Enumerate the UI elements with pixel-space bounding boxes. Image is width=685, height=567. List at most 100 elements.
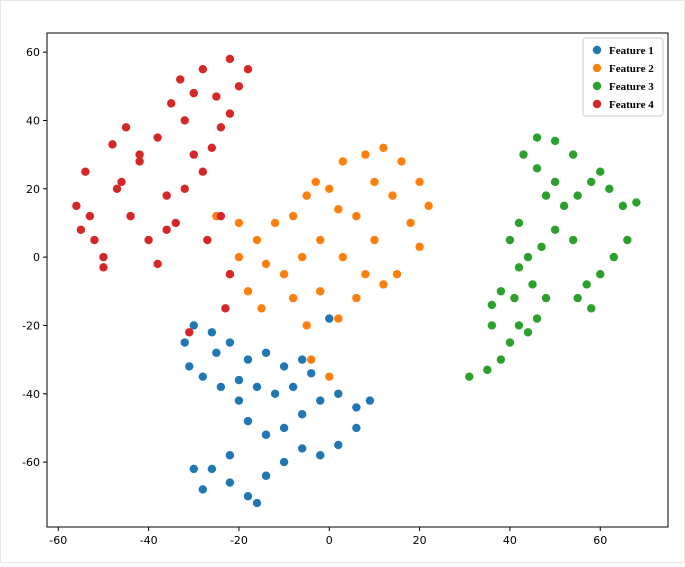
point — [632, 198, 641, 207]
point — [316, 396, 325, 405]
point — [252, 382, 262, 392]
point — [288, 382, 298, 392]
point — [216, 211, 226, 221]
legend-box — [582, 37, 664, 117]
point — [112, 184, 122, 193]
point — [361, 269, 370, 279]
point — [424, 201, 433, 211]
point — [587, 177, 596, 187]
point — [510, 293, 519, 303]
point — [117, 177, 126, 187]
point — [532, 133, 542, 142]
point — [338, 252, 348, 262]
point — [334, 440, 343, 450]
point — [189, 88, 198, 98]
point — [180, 338, 189, 347]
point — [334, 314, 343, 323]
point — [180, 116, 189, 125]
point — [189, 321, 198, 330]
point — [288, 211, 298, 221]
point — [297, 355, 307, 364]
legend-label: Feature 4 — [609, 99, 654, 111]
point — [261, 348, 271, 357]
point — [153, 133, 162, 142]
point — [198, 372, 208, 381]
point — [605, 184, 614, 193]
point — [279, 423, 289, 433]
point — [167, 99, 176, 108]
point — [216, 382, 226, 392]
point — [207, 464, 217, 474]
point — [487, 300, 497, 310]
point — [225, 54, 235, 64]
point — [207, 328, 217, 337]
legend-marker — [592, 63, 602, 73]
y-tick-label: 60 — [26, 46, 40, 59]
point — [587, 304, 596, 313]
point — [261, 259, 271, 269]
point — [514, 218, 524, 228]
point — [365, 396, 375, 405]
point — [532, 164, 542, 173]
point — [90, 235, 99, 245]
point — [189, 464, 198, 474]
point — [483, 365, 492, 375]
point — [379, 280, 388, 289]
axes-frame — [46, 32, 669, 528]
x-tick-label: -40 — [140, 534, 158, 547]
x-tick-label: 60 — [593, 534, 607, 547]
point — [153, 259, 162, 269]
point — [212, 92, 221, 101]
point — [121, 123, 131, 132]
point — [496, 287, 506, 296]
point — [225, 269, 235, 279]
point — [162, 225, 171, 234]
point — [225, 451, 235, 460]
point — [270, 389, 280, 398]
legend-label: Feature 3 — [609, 81, 654, 93]
point — [198, 485, 208, 494]
point — [618, 201, 628, 211]
point — [234, 252, 244, 262]
point — [171, 218, 180, 228]
point — [415, 177, 424, 187]
point — [243, 492, 253, 501]
point — [352, 403, 361, 412]
point — [176, 75, 185, 84]
point — [85, 211, 95, 221]
point — [225, 478, 235, 487]
point — [99, 263, 108, 272]
point — [99, 252, 108, 262]
point — [297, 444, 307, 453]
legend-label: Feature 1 — [609, 45, 654, 57]
point — [279, 269, 289, 279]
legend-label: Feature 2 — [609, 63, 654, 75]
point — [514, 263, 524, 272]
point — [279, 457, 289, 467]
point — [550, 136, 560, 146]
point — [162, 191, 171, 200]
point — [361, 150, 370, 159]
point — [596, 269, 605, 279]
point — [487, 321, 497, 330]
point — [234, 218, 244, 228]
point — [573, 293, 582, 303]
point — [541, 293, 551, 303]
point — [311, 177, 320, 187]
point — [302, 321, 311, 330]
y-tick-label: -60 — [22, 456, 40, 469]
point — [76, 225, 86, 234]
point — [144, 235, 153, 245]
point — [261, 471, 271, 480]
point — [568, 150, 578, 159]
point — [379, 143, 388, 152]
point — [596, 167, 605, 176]
y-tick-label: 20 — [26, 183, 40, 196]
point — [519, 150, 528, 159]
point — [221, 304, 230, 313]
point — [243, 355, 253, 364]
point — [370, 177, 379, 187]
point — [505, 235, 515, 245]
point — [316, 235, 325, 245]
